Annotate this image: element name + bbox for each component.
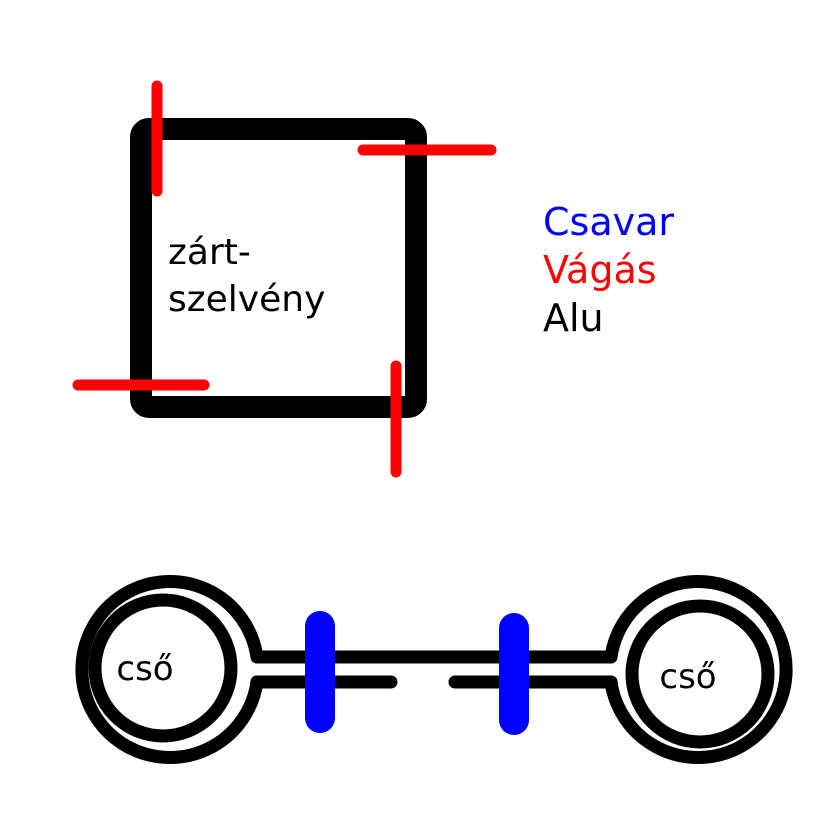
left-pipe <box>88 593 238 743</box>
square-profile-group: zárt- szelvény <box>72 80 497 478</box>
right-pipe-label: cső <box>659 657 716 697</box>
right-pipe <box>625 599 775 749</box>
square-label-line2: szelvény <box>168 279 325 320</box>
left-pipe-label: cső <box>116 649 173 689</box>
left-clamp-ring <box>75 575 264 764</box>
square-label-line1: zárt- <box>168 232 251 273</box>
legend: Csavar Vágás Alu <box>543 200 674 340</box>
legend-item-csavar: Csavar <box>543 200 674 244</box>
pipe-clamp-assembly: cső cső <box>75 575 793 764</box>
right-clamp-ring <box>604 575 793 764</box>
square-profile <box>130 118 427 418</box>
legend-item-alu: Alu <box>543 296 604 340</box>
legend-item-vagas: Vágás <box>543 248 657 292</box>
